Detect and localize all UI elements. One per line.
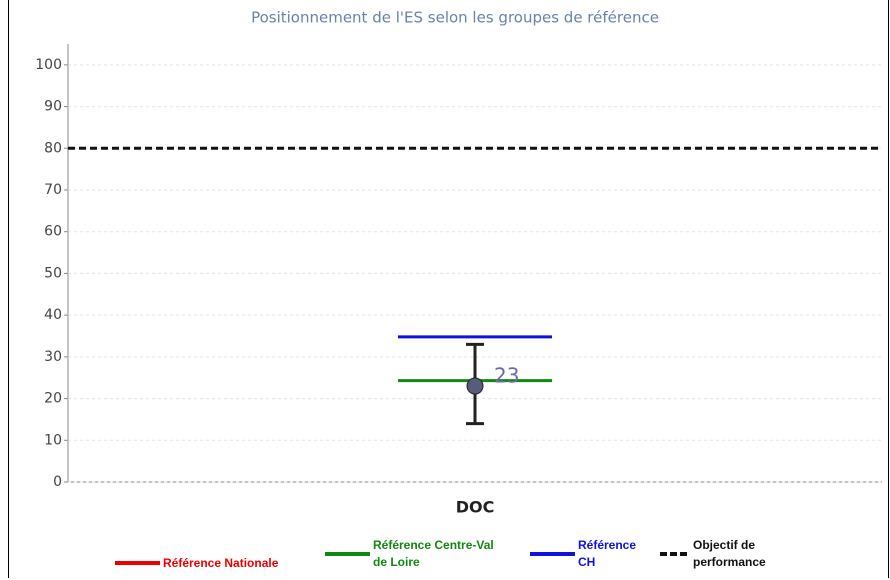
title-bg bbox=[165, 5, 745, 31]
y-tick-label: 20 bbox=[44, 391, 62, 407]
legend-label: Référence Nationale bbox=[163, 555, 279, 570]
legend-item: Objectif de performance bbox=[660, 537, 781, 571]
value-label: 23 bbox=[494, 364, 519, 388]
y-tick-label: 50 bbox=[44, 265, 62, 281]
legend-item: Référence CH bbox=[530, 537, 648, 571]
legend-label: Référence CH bbox=[578, 538, 637, 569]
legend-item: Référence Centre-Val de Loire bbox=[325, 537, 498, 571]
legend-label: Objectif de performance bbox=[693, 538, 766, 569]
legend-swatch bbox=[325, 552, 370, 556]
legend-item: Référence Nationale bbox=[115, 546, 278, 580]
legend-swatch bbox=[660, 552, 690, 556]
y-tick-label: 0 bbox=[53, 474, 62, 490]
legend-swatch bbox=[530, 552, 575, 556]
frame bbox=[8, 0, 889, 578]
y-tick-label: 80 bbox=[44, 140, 62, 156]
y-tick-label: 90 bbox=[44, 99, 62, 115]
legend-swatch bbox=[115, 561, 160, 565]
legend-label: Référence Centre-Val de Loire bbox=[373, 538, 494, 569]
chart-title: Positionnement de l'ES selon les groupes… bbox=[251, 9, 659, 27]
x-tick-label: DOC bbox=[456, 498, 495, 517]
point bbox=[466, 377, 484, 395]
y-tick-label: 30 bbox=[44, 349, 62, 365]
y-tick-label: 70 bbox=[44, 182, 62, 198]
y-tick-label: 10 bbox=[44, 432, 62, 448]
y-tick-label: 40 bbox=[44, 307, 62, 323]
y-tick-label: 60 bbox=[44, 224, 62, 240]
y-tick-label: 100 bbox=[35, 57, 62, 73]
